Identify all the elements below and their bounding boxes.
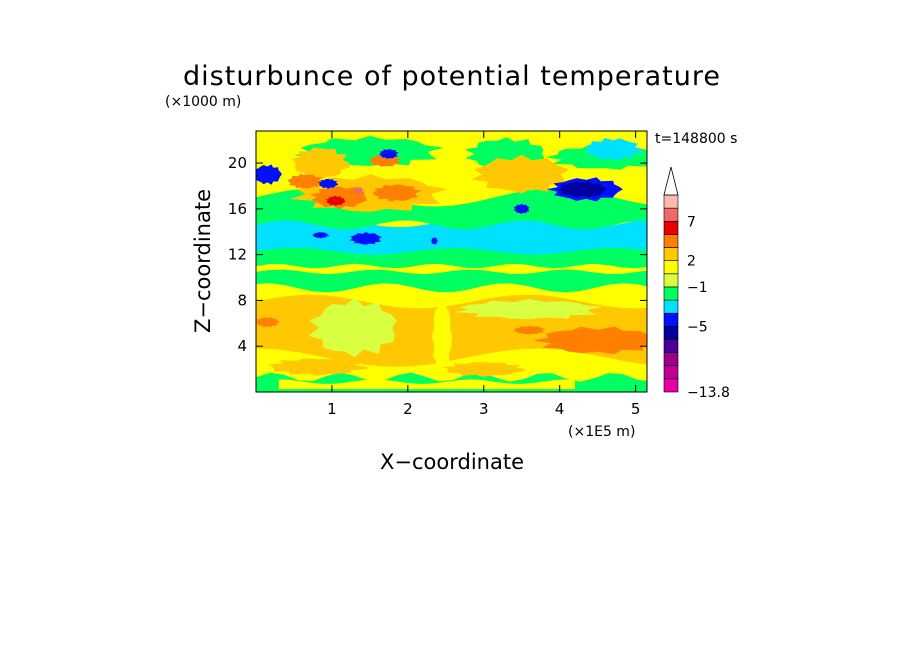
- y-tick-label: 16: [228, 200, 247, 218]
- upper-warm-patch-2: [292, 147, 350, 180]
- colorbar-segment: [663, 352, 679, 367]
- low-level-yellow: [278, 379, 575, 390]
- y-tick-label: 20: [228, 154, 247, 172]
- colorbar-segment: [663, 378, 679, 393]
- colorbar: 7 2 −1 −5 −13.8: [663, 166, 730, 401]
- lower-yellow-patch-3: [454, 299, 604, 320]
- colorbar-segment: [663, 207, 679, 222]
- lower-orange-core-1: [532, 326, 647, 355]
- colorbar-segment: [663, 326, 679, 340]
- cold-blue-7: [312, 232, 329, 239]
- colorbar-segment: [663, 220, 679, 235]
- colorbar-segment: [663, 365, 679, 380]
- colorbar-segment: [663, 194, 679, 209]
- x-unit-label: (×1E5 m): [568, 424, 635, 440]
- colorbar-segment: [663, 260, 679, 275]
- lower-yellow-patch-1: [308, 297, 397, 358]
- upper-red-core: [325, 195, 346, 207]
- y-unit-label: (×1000 m): [165, 94, 241, 110]
- x-tick-label: 2: [403, 400, 413, 418]
- colorbar-extend-arrow: [663, 166, 679, 196]
- colorbar-segment: [663, 247, 679, 261]
- y-axis-label: Z−coordinate: [191, 189, 215, 333]
- upper-orange-core-1: [288, 173, 325, 189]
- lower-warm-patch-2: [442, 362, 526, 377]
- upper-pink-core: [353, 186, 364, 195]
- x-tick-label: 5: [631, 400, 641, 418]
- lower-orange-core-2: [512, 325, 546, 335]
- colorbar-tick-label: −1: [687, 280, 708, 296]
- y-tick-label: 12: [228, 246, 247, 264]
- upper-cyan-patch: [583, 137, 644, 161]
- colorbar-segment: [663, 286, 679, 301]
- lower-yellow-patch-2: [431, 296, 453, 377]
- colorbar-segment: [663, 312, 679, 327]
- cold-blue-8: [430, 237, 438, 245]
- cold-blue-5: [379, 149, 399, 159]
- x-tick-label: 3: [479, 400, 489, 418]
- y-tick-label: 8: [237, 291, 247, 309]
- colorbar-segment: [663, 234, 679, 248]
- lower-orange-core-3: [256, 317, 280, 328]
- mid-yellow-streak: [256, 263, 647, 275]
- upper-orange-core-3: [372, 184, 422, 202]
- plot-frame: [255, 130, 648, 393]
- cold-blue-2: [349, 232, 383, 245]
- x-axis-label: X−coordinate: [380, 450, 524, 474]
- cold-blue-3: [256, 164, 282, 185]
- colorbar-tick-label: 7: [687, 214, 696, 230]
- colorbar-tick-label: −13.8: [687, 385, 730, 401]
- chart-title: disturbunce of potential temperature: [183, 61, 721, 92]
- x-tick-label: 1: [327, 400, 337, 418]
- time-label: t=148800 s: [655, 131, 737, 147]
- x-tick-label: 4: [555, 400, 565, 418]
- colorbar-segment: [663, 339, 679, 353]
- colorbar-tick-label: 2: [687, 254, 696, 270]
- cold-navy-1: [556, 181, 607, 198]
- y-tick-label: 4: [237, 337, 247, 355]
- colorbar-segment: [663, 299, 679, 314]
- cold-blue-4: [318, 178, 339, 189]
- cold-blue-6: [513, 203, 530, 214]
- colorbar-tick-label: −5: [687, 319, 708, 335]
- lower-warm-patch-1: [268, 358, 368, 376]
- colorbar-segment: [663, 273, 679, 288]
- contour-field: [256, 131, 647, 392]
- upper-warm-patch-3: [471, 154, 570, 194]
